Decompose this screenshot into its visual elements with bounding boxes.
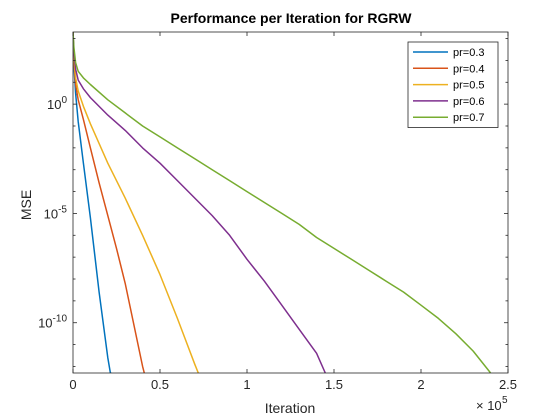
plot-frame [72,31,509,374]
x-tick-label: 0 [69,377,76,392]
x-tick-label: 2.5 [499,377,517,392]
legend-entry: pr=0.3 [453,47,485,59]
series-line-4 [73,32,326,373]
chart-title: Performance per Iteration for RGRW [171,10,413,26]
y-axis-label: MSE [18,190,34,220]
axes [72,31,509,374]
x-tick-label: 1 [243,377,250,392]
y-tick-label: 10-5 [44,204,68,221]
series-line-2 [73,32,146,373]
series-line-5 [73,32,492,373]
series-lines [73,32,492,373]
x-exponent-power: 5 [502,395,508,406]
x-tick-label: 2 [417,377,424,392]
x-tick-label: 0.5 [151,377,169,392]
legend-entry: pr=0.5 [453,80,485,92]
legend-entry: pr=0.6 [453,96,485,108]
x-axis-ticks: 0 0.5 1 1.5 2 2.5 [69,32,517,392]
y-axis-ticks: 100 10-5 10-10 [38,38,508,367]
y-tick-label: 10-10 [38,314,67,331]
legend-entry: pr=0.7 [453,112,485,124]
series-line-3 [73,32,199,373]
y-tick-label: 100 [47,95,67,112]
x-axis-label: Iteration [265,400,316,416]
x-exponent-base: × 10 [476,398,502,413]
x-tick-label: 1.5 [325,377,343,392]
x-exponent: × 10 5 [476,395,508,413]
legend: pr=0.3 pr=0.4 pr=0.5 pr=0.6 pr=0.7 [407,41,499,128]
legend-entry: pr=0.4 [453,63,485,75]
